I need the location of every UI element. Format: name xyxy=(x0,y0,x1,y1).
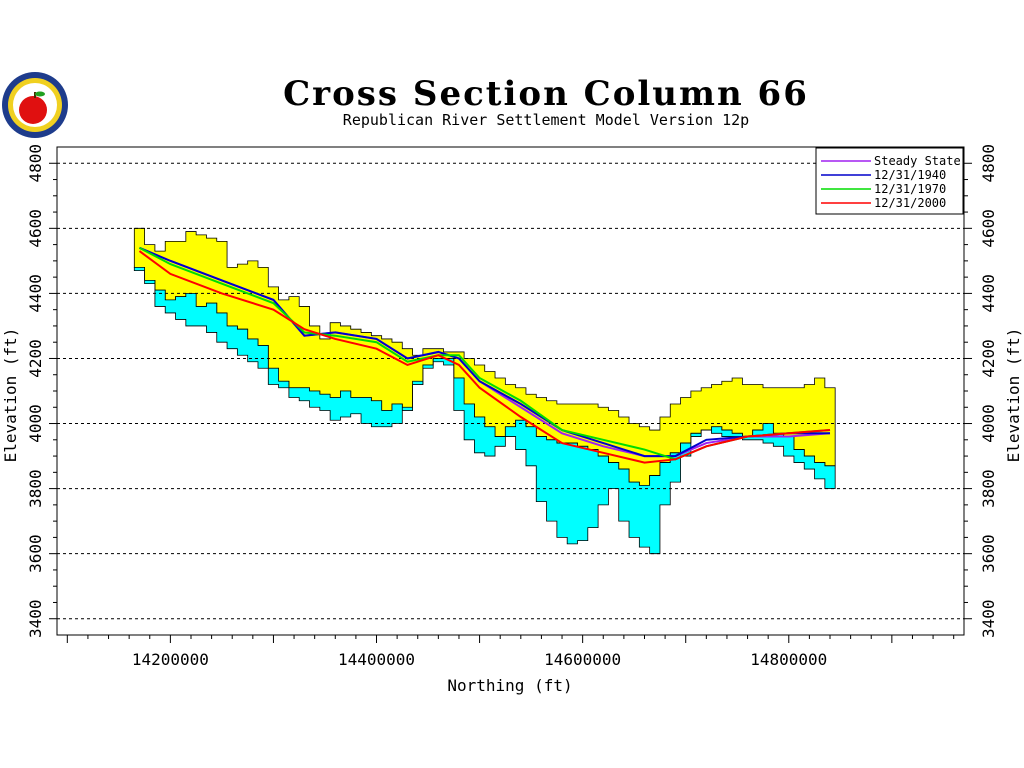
y-axis-ticks-right: 3400 3600 3800 4000 4200 4400 4600 4800 xyxy=(964,144,998,638)
y-tick-label-right: 3600 xyxy=(979,534,998,573)
legend-label-0: Steady State xyxy=(874,154,961,168)
legend-label-2: 12/31/1970 xyxy=(874,182,946,196)
y-tick-label-left: 4600 xyxy=(26,209,45,248)
y-tick-label-left: 4200 xyxy=(26,339,45,378)
y-tick-label-left: 4400 xyxy=(26,274,45,313)
x-tick-label: 14200000 xyxy=(132,650,209,669)
series-line-1 xyxy=(139,246,831,458)
lower-layer-band xyxy=(133,266,836,555)
legend-label-1: 12/31/1940 xyxy=(874,168,946,182)
y-tick-label-left: 3400 xyxy=(26,599,45,638)
y-tick-label-right: 4000 xyxy=(979,404,998,443)
y-tick-label-right: 3400 xyxy=(979,599,998,638)
plot-layers xyxy=(133,227,836,555)
x-axis-ticks: 14200000 14400000 14600000 14800000 xyxy=(66,635,955,669)
y-tick-label-right: 4600 xyxy=(979,209,998,248)
y-tick-label-right: 3800 xyxy=(979,469,998,508)
y-tick-label-left: 3600 xyxy=(26,534,45,573)
y-tick-label-right: 4400 xyxy=(979,274,998,313)
chart-title: Cross Section Column 66 xyxy=(283,74,809,114)
x-axis-label: Northing (ft) xyxy=(447,676,572,695)
y-tick-label-right: 4800 xyxy=(979,144,998,183)
x-tick-label: 14400000 xyxy=(338,650,415,669)
grid xyxy=(57,162,964,620)
y-tick-label-left: 4800 xyxy=(26,144,45,183)
series-line-3 xyxy=(138,250,831,464)
chart-subtitle: Republican River Settlement Model Versio… xyxy=(343,111,749,129)
y-tick-label-right: 4200 xyxy=(979,339,998,378)
legend: Steady State12/31/194012/31/197012/31/20… xyxy=(815,147,964,215)
series-lines xyxy=(138,246,831,464)
apple-seal-logo xyxy=(2,72,68,138)
y-axis-ticks-left: 3400 3600 3800 4000 4200 4400 4600 4800 xyxy=(26,144,57,638)
y-axis-label-right: Elevation (ft) xyxy=(1004,328,1023,463)
y-axis-label-left: Elevation (ft) xyxy=(1,328,20,463)
legend-label-3: 12/31/2000 xyxy=(874,196,946,210)
x-tick-label: 14600000 xyxy=(544,650,621,669)
y-tick-label-left: 3800 xyxy=(26,469,45,508)
y-tick-label-left: 4000 xyxy=(26,404,45,443)
x-tick-label: 14800000 xyxy=(750,650,827,669)
